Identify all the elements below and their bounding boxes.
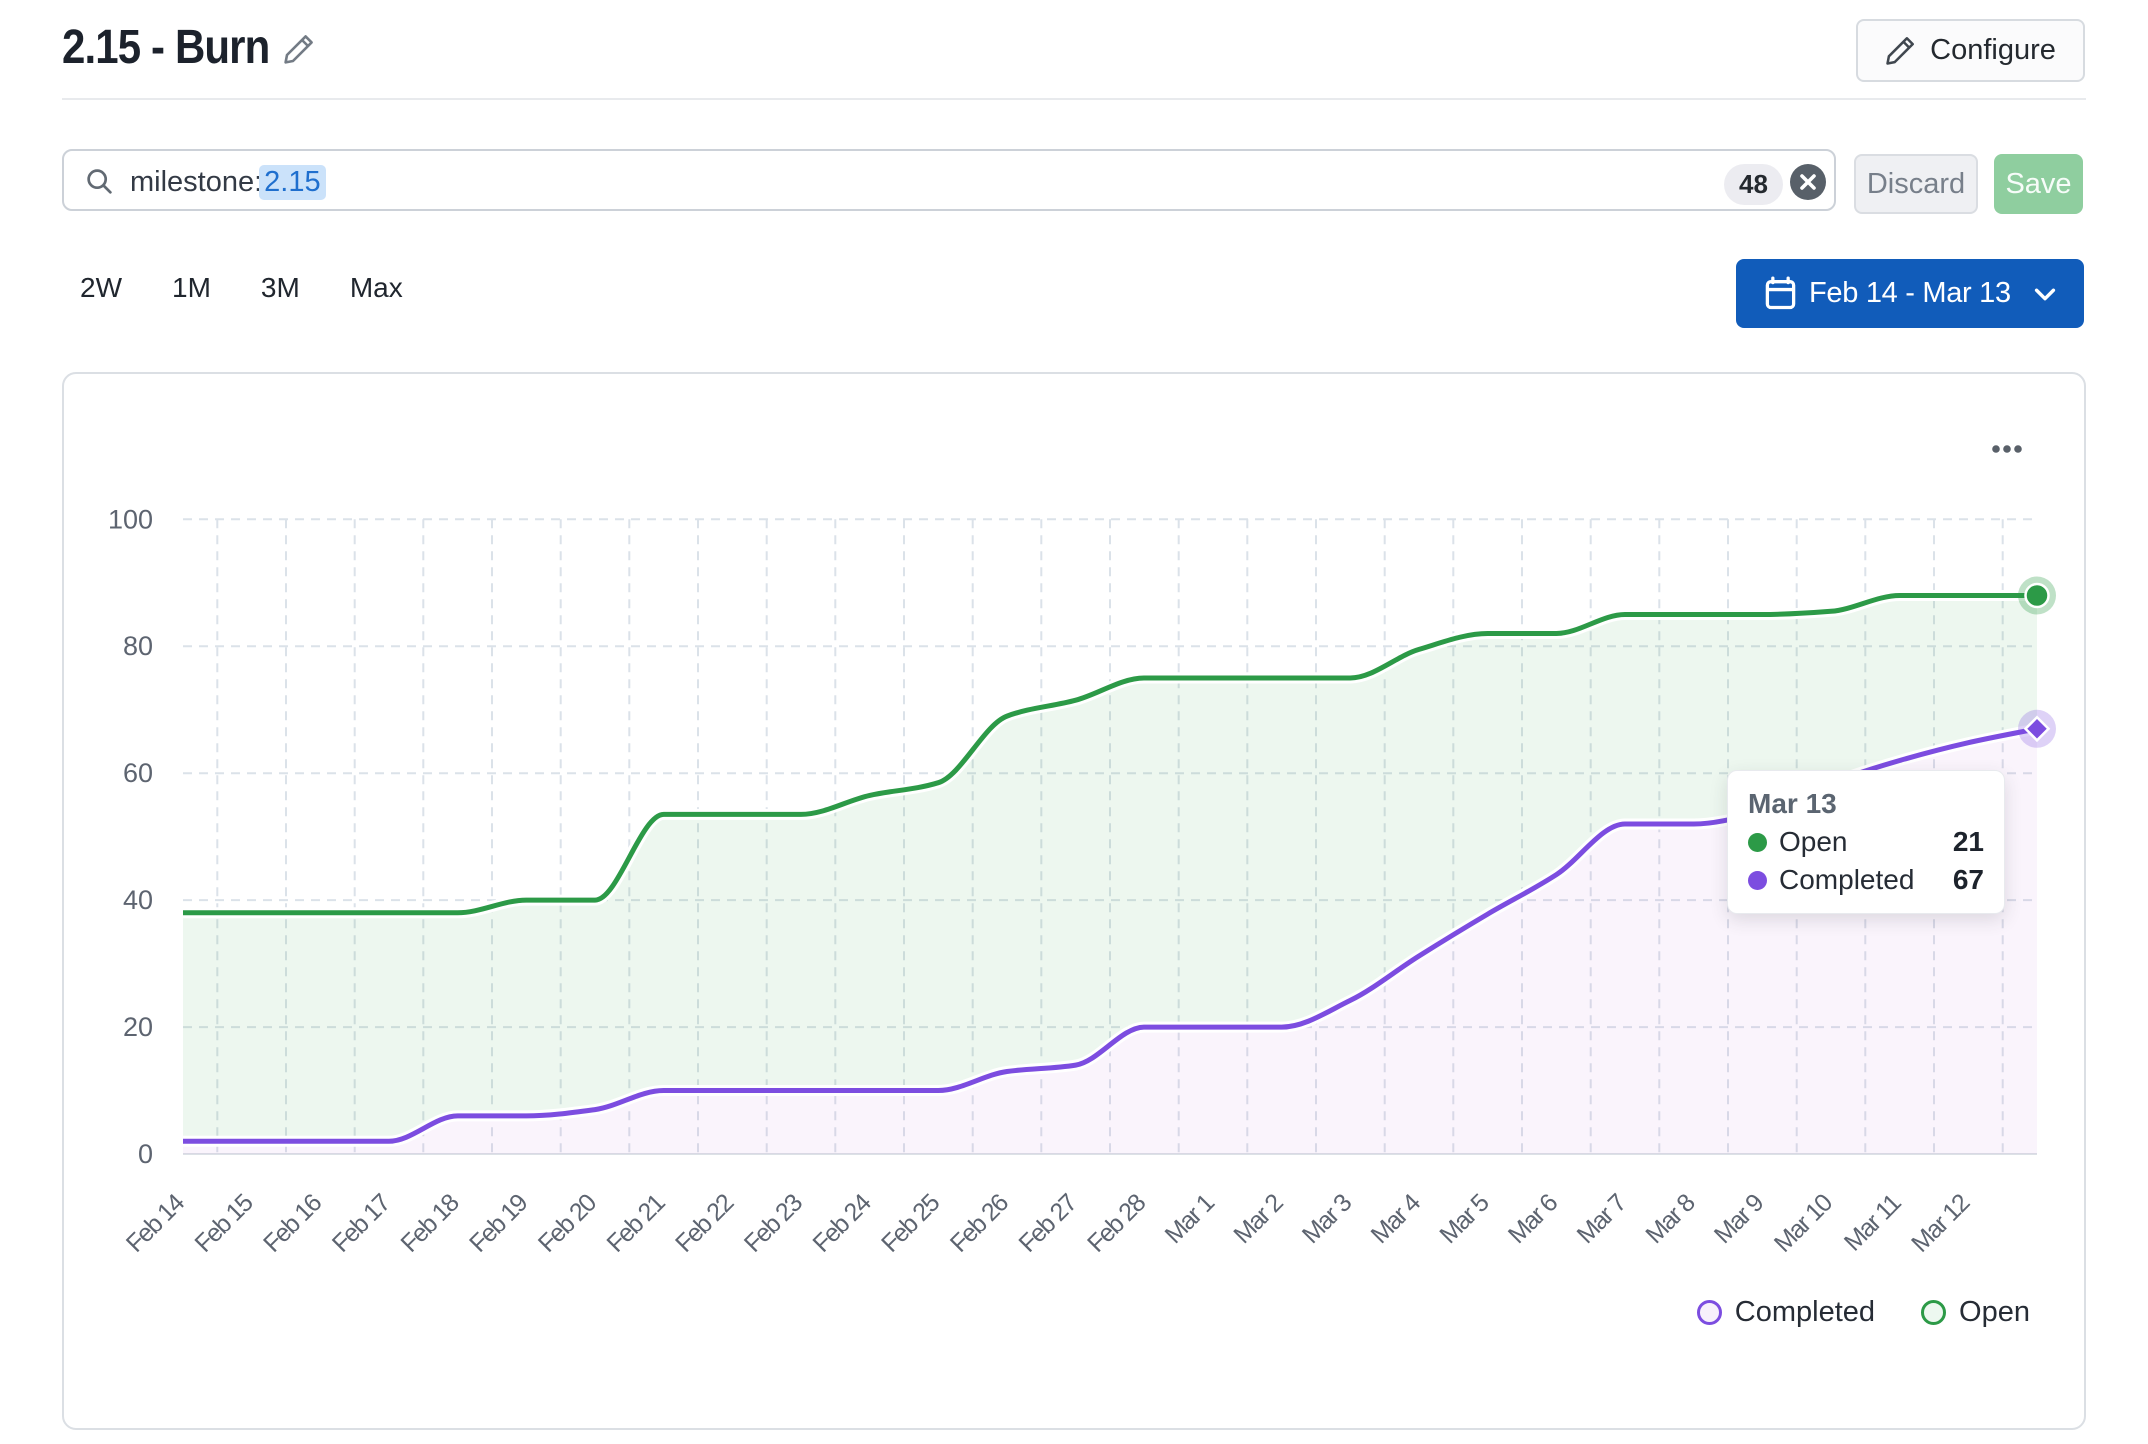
svg-text:Feb 20: Feb 20 (533, 1189, 602, 1258)
svg-text:Mar 10: Mar 10 (1769, 1189, 1838, 1258)
svg-text:Feb 26: Feb 26 (945, 1189, 1014, 1258)
svg-text:Mar 12: Mar 12 (1906, 1189, 1975, 1258)
svg-text:Feb 27: Feb 27 (1013, 1189, 1082, 1258)
svg-text:Feb 25: Feb 25 (876, 1189, 945, 1258)
svg-text:Feb 15: Feb 15 (189, 1189, 258, 1258)
svg-text:Feb 18: Feb 18 (395, 1189, 464, 1258)
svg-text:Feb 17: Feb 17 (327, 1189, 396, 1258)
svg-text:Mar 1: Mar 1 (1160, 1189, 1220, 1249)
svg-text:80: 80 (123, 631, 153, 661)
svg-text:100: 100 (108, 504, 153, 534)
svg-text:Feb 24: Feb 24 (807, 1188, 877, 1258)
svg-text:Mar 8: Mar 8 (1640, 1189, 1700, 1249)
svg-text:Feb 16: Feb 16 (258, 1189, 327, 1258)
svg-text:60: 60 (123, 758, 153, 788)
svg-text:Mar 7: Mar 7 (1572, 1189, 1632, 1249)
svg-text:20: 20 (123, 1012, 153, 1042)
svg-text:Feb 14: Feb 14 (121, 1188, 191, 1258)
svg-text:Mar 4: Mar 4 (1366, 1188, 1427, 1249)
svg-text:Mar 5: Mar 5 (1434, 1189, 1494, 1249)
svg-text:Mar 6: Mar 6 (1503, 1189, 1563, 1249)
svg-text:Feb 28: Feb 28 (1082, 1189, 1151, 1258)
svg-text:Feb 23: Feb 23 (739, 1189, 808, 1258)
svg-text:Feb 19: Feb 19 (464, 1189, 533, 1258)
svg-text:Mar 11: Mar 11 (1839, 1189, 1907, 1257)
svg-text:Mar 9: Mar 9 (1709, 1189, 1769, 1249)
svg-text:Mar 3: Mar 3 (1297, 1189, 1357, 1249)
svg-text:Feb 22: Feb 22 (670, 1189, 739, 1258)
svg-text:Mar 2: Mar 2 (1228, 1189, 1288, 1249)
svg-text:40: 40 (123, 885, 153, 915)
svg-text:Feb 21: Feb 21 (601, 1189, 670, 1258)
svg-text:0: 0 (138, 1139, 153, 1169)
